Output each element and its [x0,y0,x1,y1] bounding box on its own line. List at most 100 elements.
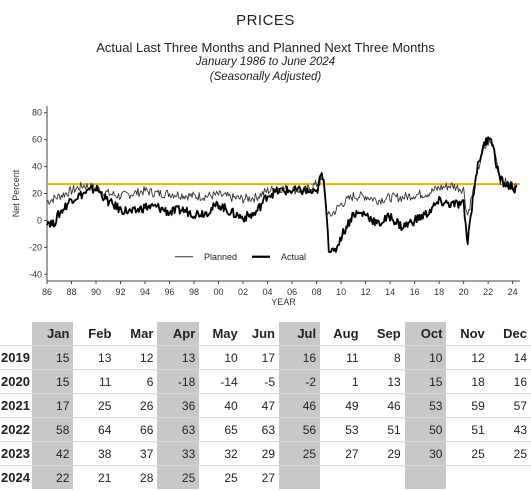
table-row: 2019 15 13 12 13 10 17 16 11 8 10 12 14 [0,345,531,370]
value-cell: 12 [115,345,158,370]
value-cell: 25 [488,441,531,466]
value-cell: 42 [31,441,74,466]
value-cell [446,465,489,489]
table-row: 2021 17 25 26 36 40 47 46 49 46 53 59 57 [0,393,531,418]
x-tick-label: 90 [91,287,101,297]
value-cell: 15 [31,345,74,370]
x-tick-label: 92 [116,287,126,297]
value-cell [404,465,447,489]
x-tick-label: 22 [483,287,493,297]
table-row: 2022 58 64 66 63 65 63 56 53 51 50 51 43 [0,417,531,442]
month-header: Apr [157,322,200,346]
x-tick-label: 20 [459,287,469,297]
value-cell: 65 [199,417,242,442]
chart-title: PRICES [236,12,295,29]
month-header: Jun [251,326,276,341]
value-cell: 25 [279,441,321,466]
value-cell: 16 [488,369,531,394]
year-cell: 2022 [0,417,32,442]
value-cell: 46 [362,393,405,418]
month-header: Dec [503,326,527,341]
x-tick-label: 00 [214,287,224,297]
value-cell: 6 [115,369,158,394]
x-tick-label: 94 [140,287,150,297]
value-cell [362,465,405,489]
value-cell: 33 [157,441,200,466]
x-tick-label: 12 [361,287,371,297]
value-cell: 8 [362,345,405,370]
month-header: Jan [31,322,74,346]
value-cell: 25 [199,465,242,489]
x-tick-label: 10 [336,287,346,297]
x-tick-label: 96 [165,287,175,297]
value-cell: 15 [31,369,74,394]
x-tick-label: 98 [189,287,199,297]
x-tick-label: 16 [410,287,420,297]
year-cell: 2023 [0,441,32,466]
month-header: Jul [279,322,321,346]
value-cell: 37 [115,441,158,466]
value-cell: 18 [446,369,489,394]
value-cell: 11 [73,369,116,394]
y-axis-label: Net Percent [11,169,21,217]
year-cell: 2020 [0,369,32,394]
value-cell: 22 [31,465,74,489]
monthly-values-table: Jan Feb Mar Apr May Jun Jul Aug Sep Oct Nov Dec 201… [0,322,531,489]
chart-subtitle: Actual Last Three Months and Planned Nex… [96,40,435,55]
value-cell: 21 [73,465,116,489]
value-cell: 66 [115,417,158,442]
value-cell: 43 [488,417,531,442]
y-tick-label: -40 [29,269,42,279]
value-cell: 14 [488,345,531,370]
value-cell: -2 [279,369,321,394]
year-cell: 2021 [0,393,32,418]
month-header: Feb [88,326,112,341]
value-cell: 58 [31,417,74,442]
value-cell: 10 [199,345,242,370]
value-cell: 36 [157,393,200,418]
value-cell: 30 [404,441,447,466]
value-cell: 27 [241,465,280,489]
value-cell: 17 [31,393,74,418]
month-header: Nov [460,326,485,341]
value-cell: 11 [320,345,363,370]
month-header: Mar [130,326,154,341]
value-cell: 25 [157,465,200,489]
y-tick-label: -20 [29,242,42,252]
value-cell: 16 [279,345,321,370]
value-cell: 53 [320,417,363,442]
series-line-planned [46,139,518,217]
value-cell: -18 [157,369,200,394]
value-cell: 46 [279,393,321,418]
value-cell: -14 [199,369,242,394]
value-cell: 57 [488,393,531,418]
x-axis-label: YEAR [271,297,296,306]
value-cell: 1 [320,369,363,394]
y-tick-label: 40 [32,162,42,172]
legend-label-planned: Planned [204,252,237,262]
value-cell: 63 [241,417,280,442]
value-cell: 38 [73,441,116,466]
value-cell: 51 [446,417,489,442]
value-cell: 13 [362,369,405,394]
table-row: 2023 42 38 37 33 32 29 25 27 29 30 25 25 [0,441,531,466]
y-tick-label: 20 [32,189,42,199]
y-tick-label: 60 [32,135,42,145]
value-cell [320,465,363,489]
value-cell: 27 [320,441,363,466]
value-cell: 29 [362,441,405,466]
value-cell: 15 [404,369,447,394]
value-cell: 32 [199,441,242,466]
value-cell: 50 [404,417,447,442]
date-range: January 1986 to June 2024 [195,56,336,68]
value-cell: 25 [446,441,489,466]
x-tick-label: 18 [434,287,444,297]
value-cell: 13 [157,345,200,370]
y-tick-label: 0 [37,215,42,225]
value-cell: 13 [73,345,116,370]
x-tick-label: 86 [42,287,52,297]
value-cell: 63 [157,417,200,442]
value-cell: 59 [446,393,489,418]
x-tick-label: 08 [312,287,322,297]
value-cell: 51 [362,417,405,442]
